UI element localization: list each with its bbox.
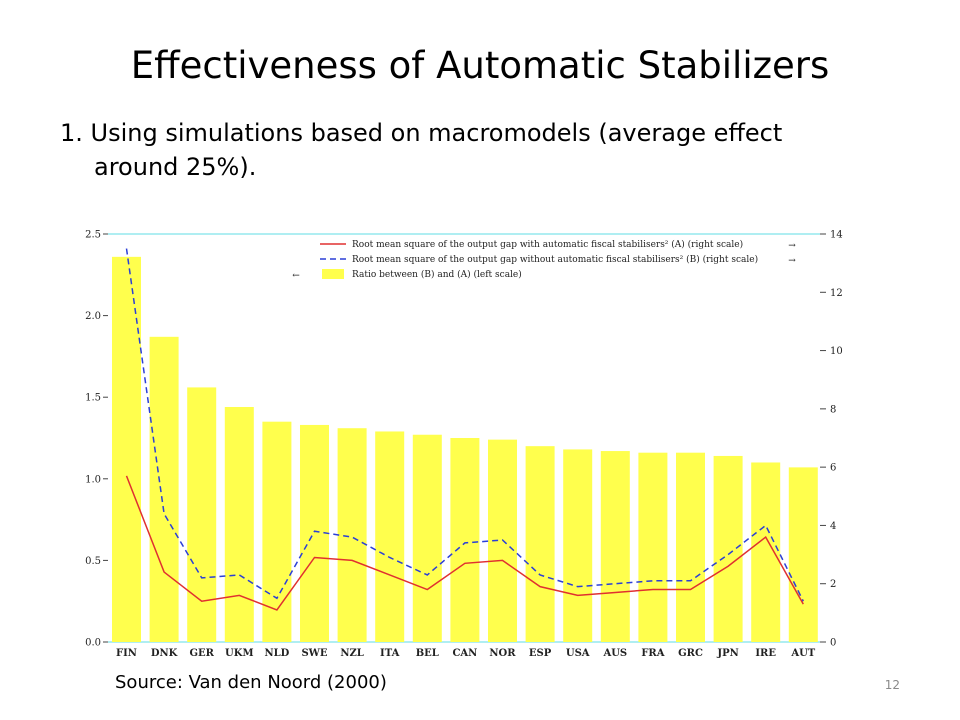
category-label: NZL [340,648,363,659]
line-series [125,248,804,611]
left-tick-label: 0.0 [85,638,101,649]
legend-label: Root mean square of the output gap witho… [352,254,758,265]
category-label: AUT [790,648,815,659]
right-arrow-icon: → [788,256,796,266]
legend: Root mean square of the output gap with … [292,239,796,281]
right-axis: 0 2 4 6 8 10 12 14 [820,230,843,649]
category-label: JPN [716,648,738,659]
bar-usa [563,449,593,642]
slide-title: Effectiveness of Automatic Stabilizers [130,44,830,87]
right-tick-label: 14 [830,230,843,241]
right-tick-label: 8 [830,404,836,415]
category-labels: FIN DNK GER UKM NLD SWE NZL ITA BEL CAN NOR ESP USA A… [116,648,816,659]
category-label: NLD [264,648,289,659]
category-label: USA [566,648,590,659]
left-tick-label: 1.0 [85,474,101,485]
category-label: GER [189,648,214,659]
category-label: GRC [678,648,703,659]
bar-can [450,438,480,642]
bullet-text: 1. Using simulations based on macromodel… [60,116,920,184]
left-tick-label: 0.5 [85,556,101,567]
left-tick-label: 1.5 [85,393,101,404]
right-tick-label: 10 [830,346,843,357]
category-label: DNK [151,648,178,659]
category-label: IRE [755,648,776,659]
right-tick-label: 2 [830,579,836,590]
bar-aus [600,451,630,642]
right-tick-label: 0 [830,638,836,649]
source-note: Source: Van den Noord (2000) [115,672,387,693]
left-arrow-icon: ← [292,271,300,281]
bar-series [112,256,818,642]
bar-nzl [337,428,367,642]
bar-ita [375,431,405,642]
bar-ger [187,387,217,642]
right-tick-label: 12 [830,288,843,299]
bar-nld [262,421,292,642]
category-label: NOR [489,648,516,659]
legend-label: Root mean square of the output gap with … [352,239,743,250]
bar-bel [412,434,442,642]
bar-fin [112,256,141,642]
right-tick-label: 6 [830,463,836,474]
left-axis: 0.0 0.5 1.0 1.5 2.0 2.5 [85,230,108,649]
bar-grc [676,452,705,642]
line-with-stabilisers [125,475,804,611]
bar-ukm [224,406,254,642]
bar-dnk [149,336,179,642]
category-label: AUS [602,648,627,659]
left-tick-label: 2.0 [85,311,101,322]
legend-label: Ratio between (B) and (A) (left scale) [352,269,522,280]
page-number: 12 [884,678,900,692]
legend-swatch-ratio [322,269,344,279]
category-label: UKM [225,648,253,659]
bullet-line-2: around 25%). [94,153,257,181]
category-label: CAN [452,648,477,659]
category-label: ITA [380,648,400,659]
right-arrow-icon: → [788,241,796,251]
bar-aut [788,467,818,642]
category-label: BEL [416,648,439,659]
category-label: ESP [529,648,552,659]
category-label: SWE [301,648,327,659]
bar-fra [638,452,668,642]
category-label: FRA [641,648,664,659]
left-tick-label: 2.5 [85,230,101,241]
bar-ire [751,462,781,642]
right-tick-label: 4 [830,521,836,532]
line-without-stabilisers [125,248,804,602]
bar-esp [525,446,555,642]
bar-jpn [713,455,743,642]
bullet-line-1: 1. Using simulations based on macromodel… [60,119,783,147]
category-label: FIN [116,648,137,659]
